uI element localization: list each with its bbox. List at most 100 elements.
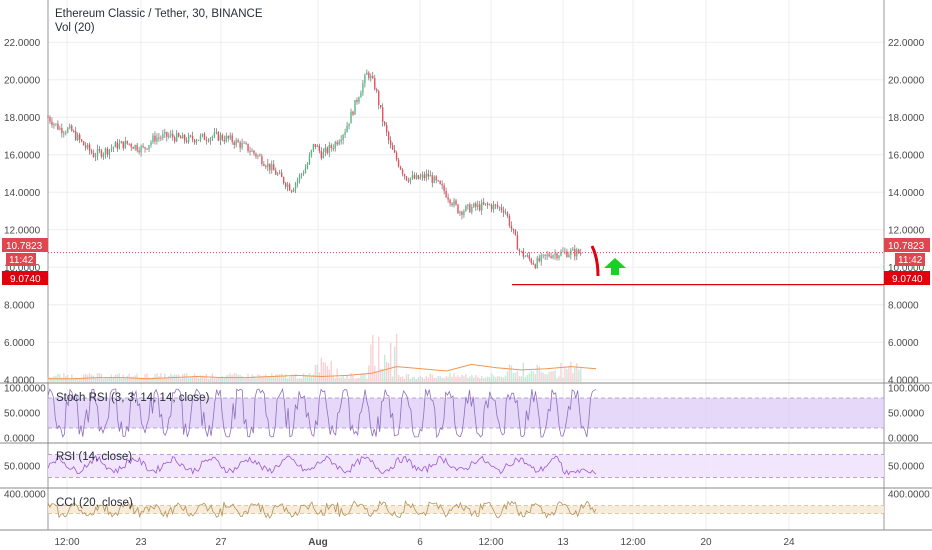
candle-body	[114, 142, 117, 148]
volume-bar	[538, 366, 540, 382]
volume-bar	[403, 378, 406, 382]
candle-body	[437, 180, 439, 182]
volume-bar	[134, 375, 136, 382]
volume-bar	[51, 377, 53, 382]
volume-bar	[273, 376, 275, 382]
volume-bar	[433, 377, 435, 382]
candle-body	[126, 140, 128, 144]
volume-bar	[284, 374, 287, 382]
candle-body	[445, 191, 447, 198]
volume-bar	[288, 376, 291, 382]
candle-body	[245, 142, 247, 144]
candle-body	[526, 255, 529, 257]
candle-body	[344, 132, 346, 136]
volume-bar	[560, 362, 562, 382]
level-badge-right	[884, 271, 930, 285]
x-tick-label: 12:00	[620, 537, 645, 548]
volume-bar	[338, 377, 340, 382]
candle-body	[88, 144, 91, 151]
y-tick-label: 8.0000	[888, 300, 919, 311]
candle-body	[59, 128, 61, 130]
candle-body	[296, 180, 299, 184]
volume-bar	[217, 377, 220, 382]
volume-bar	[455, 376, 457, 382]
volume-bar	[312, 374, 315, 382]
candle-body	[449, 199, 451, 204]
level-badge-left	[2, 271, 48, 285]
volume-bar	[378, 336, 380, 382]
x-tick-label: 23	[135, 537, 147, 548]
candle-body	[554, 253, 556, 256]
candle-body	[574, 249, 576, 257]
candle-body	[403, 174, 406, 177]
volume-bar	[366, 378, 368, 382]
candle-body	[227, 135, 229, 139]
volume-bar	[465, 374, 467, 382]
candle-body	[57, 123, 59, 130]
volume-bar	[263, 375, 265, 382]
time-axis[interactable]: 12:00 23 27 Aug 6 12:00 13 12:00 20 24	[54, 537, 795, 548]
volume-bar	[332, 376, 334, 382]
volume-bar	[179, 378, 182, 382]
candle-body	[494, 204, 497, 206]
candle-body	[504, 212, 507, 214]
candle-body	[84, 145, 87, 148]
candle-body	[136, 145, 138, 151]
candle-body	[425, 173, 427, 179]
stoch-band-fill	[48, 398, 884, 428]
candle-body	[63, 132, 65, 134]
candle-body	[144, 147, 146, 149]
candle-body	[130, 144, 132, 148]
volume-bar	[457, 375, 459, 382]
volume-bar	[548, 371, 550, 382]
volume-bar	[130, 376, 132, 382]
volume-bar	[271, 373, 273, 382]
y-tick-label: 22.0000	[4, 38, 41, 49]
candle-body	[269, 163, 271, 171]
volume-bar	[71, 374, 73, 382]
up-arrow-icon	[604, 258, 626, 275]
volume-bar	[544, 374, 546, 382]
candle-body	[243, 142, 245, 144]
volume-bar	[445, 376, 447, 382]
countdown-timer: 11:42	[9, 255, 34, 266]
volume-bar	[522, 362, 525, 382]
volume-bar	[554, 370, 556, 382]
candle-body	[294, 183, 297, 190]
volume-bar	[356, 378, 358, 382]
level-price-left: 9.0740	[10, 274, 41, 285]
volume-bar	[518, 376, 521, 382]
candle-body	[229, 135, 231, 139]
candle-body	[532, 263, 534, 265]
volume-bar	[376, 371, 378, 382]
volume-bar	[516, 370, 519, 382]
candle-body	[73, 131, 75, 132]
candle-body	[298, 175, 301, 181]
candle-body	[112, 147, 115, 149]
volume-bar	[102, 378, 105, 382]
candle-body	[479, 204, 481, 211]
candle-body	[134, 145, 136, 149]
candle-body	[179, 136, 182, 139]
candle-body	[237, 140, 239, 143]
left-price-axis[interactable]: 22.0000 20.0000 18.0000 16.0000 14.0000 12.00…	[4, 38, 46, 501]
volume-bar	[316, 364, 319, 382]
volume-bar	[439, 375, 441, 382]
volume-bar	[417, 377, 420, 382]
y-tick-label: 14.0000	[888, 188, 925, 199]
candle-body	[401, 169, 404, 175]
y-tick-label: 8.0000	[4, 300, 35, 311]
candle-body	[193, 139, 196, 143]
right-price-axis[interactable]: 22.0000 20.0000 18.0000 16.0000 14.0000 12.00…	[888, 38, 930, 501]
volume-bar	[473, 377, 475, 382]
volume-bar	[459, 376, 461, 382]
candle-body	[516, 235, 519, 250]
candle-body	[82, 141, 85, 146]
candle-body	[140, 146, 142, 153]
candle-body	[568, 254, 570, 258]
volume-bar	[77, 378, 79, 382]
candle-body	[261, 156, 263, 164]
volume-bar	[431, 374, 433, 382]
volume-bar	[407, 374, 410, 382]
